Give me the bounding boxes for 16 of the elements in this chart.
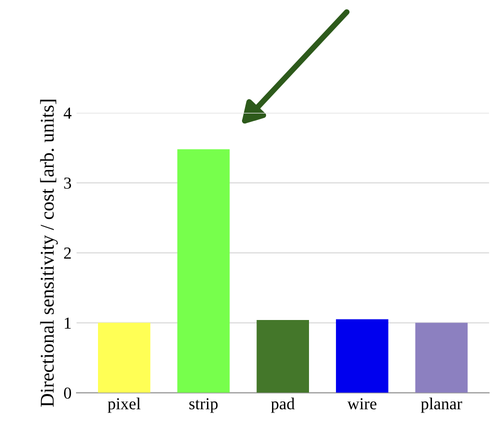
- bar: [336, 319, 388, 393]
- y-axis-title: Directional sensitivity / cost [arb. units]: [40, 100, 58, 407]
- x-tick-label: planar: [420, 398, 462, 413]
- y-tick-label: 2: [64, 248, 71, 259]
- x-tick-label: strip: [189, 398, 218, 413]
- bar: [98, 322, 150, 393]
- bar: [256, 320, 309, 393]
- x-tick-label: pixel: [108, 398, 140, 413]
- x-tick-label: wire: [347, 398, 376, 410]
- bar: [177, 149, 230, 393]
- y-tick-label: 1: [64, 318, 71, 329]
- bar: [415, 322, 468, 393]
- y-tick-label: 0: [64, 387, 72, 399]
- y-tick-label: 4: [64, 108, 72, 119]
- x-tick-label: pad: [271, 398, 295, 413]
- y-tick-label: 3: [64, 178, 72, 189]
